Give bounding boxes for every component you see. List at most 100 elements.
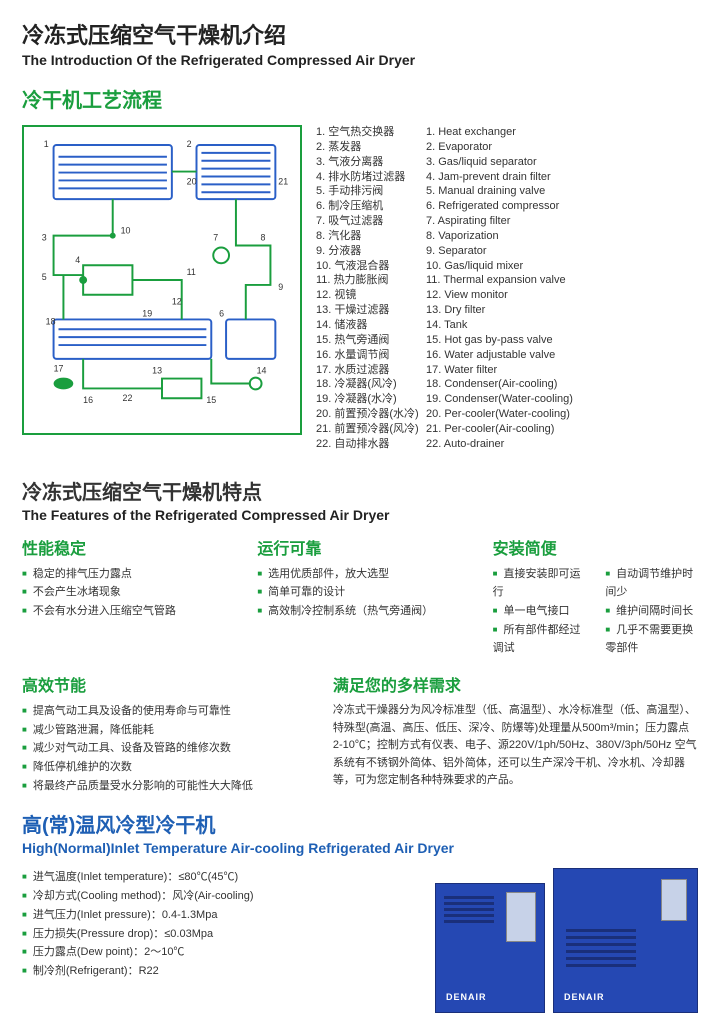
spec-item: 进气压力(Inlet pressure)：0.4-1.3Mpa xyxy=(22,906,425,925)
feature-col: 高效节能提高气动工具及设备的使用寿命与可靠性减少管路泄漏，降低能耗减少对气动工具… xyxy=(22,672,303,795)
parts-row: 14. 储液器14. Tank xyxy=(316,318,698,333)
parts-row: 15. 热气旁通阀15. Hot gas by-pass valve xyxy=(316,333,698,348)
part-en: 8. Vaporization xyxy=(426,229,698,244)
part-en: 19. Condenser(Water-cooling) xyxy=(426,392,698,407)
part-cn: 8. 汽化器 xyxy=(316,229,426,244)
part-cn: 5. 手动排污阀 xyxy=(316,184,426,199)
svg-text:12: 12 xyxy=(172,297,182,307)
part-cn: 6. 制冷压缩机 xyxy=(316,199,426,214)
part-cn: 1. 空气热交换器 xyxy=(316,125,426,140)
parts-row: 18. 冷凝器(风冷)18. Condenser(Air-cooling) xyxy=(316,377,698,392)
feature-title: 性能稳定 xyxy=(22,535,227,559)
part-cn: 22. 自动排水器 xyxy=(316,437,426,452)
parts-list: 1. 空气热交换器1. Heat exchanger2. 蒸发器2. Evapo… xyxy=(316,125,698,452)
part-cn: 13. 干燥过滤器 xyxy=(316,303,426,318)
part-en: 17. Water filter xyxy=(426,363,698,378)
feature-item: 直接安装即可运行 xyxy=(493,565,586,602)
feature-item: 降低停机维护的次数 xyxy=(22,758,303,777)
parts-row: 5. 手动排污阀5. Manual draining valve xyxy=(316,184,698,199)
part-en: 5. Manual draining valve xyxy=(426,184,698,199)
part-cn: 12. 视镜 xyxy=(316,288,426,303)
hitemp-specs: 进气温度(Inlet temperature)：≤80℃(45℃)冷却方式(Co… xyxy=(22,868,425,980)
feature-item: 简单可靠的设计 xyxy=(257,583,462,602)
svg-text:8: 8 xyxy=(261,233,266,243)
svg-text:18: 18 xyxy=(46,316,56,326)
part-cn: 2. 蒸发器 xyxy=(316,140,426,155)
feature-item: 提高气动工具及设备的使用寿命与可靠性 xyxy=(22,702,303,721)
parts-row: 4. 排水防堵过滤器4. Jam-prevent drain filter xyxy=(316,170,698,185)
svg-text:14: 14 xyxy=(257,366,267,376)
part-cn: 19. 冷凝器(水冷) xyxy=(316,392,426,407)
feature-item: 几乎不需要更换零部件 xyxy=(605,621,698,658)
svg-text:17: 17 xyxy=(54,364,64,374)
spec-item: 压力损失(Pressure drop)：≤0.03Mpa xyxy=(22,925,425,944)
feature-list: 稳定的排气压力露点不会产生冰堵现象不会有水分进入压缩空气管路 xyxy=(22,565,227,621)
feature-item: 自动调节维护时间少 xyxy=(605,565,698,602)
spec-item: 压力露点(Dew point)：2～10℃ xyxy=(22,943,425,962)
parts-row: 12. 视镜12. View monitor xyxy=(316,288,698,303)
machine-large: DENAIR xyxy=(553,868,698,1013)
parts-row: 1. 空气热交换器1. Heat exchanger xyxy=(316,125,698,140)
feature-title: 满足您的多样需求 xyxy=(333,672,698,696)
parts-row: 20. 前置预冷器(水冷)20. Per-cooler(Water-coolin… xyxy=(316,407,698,422)
parts-row: 7. 吸气过滤器7. Aspirating filter xyxy=(316,214,698,229)
svg-text:3: 3 xyxy=(42,233,47,243)
svg-text:13: 13 xyxy=(152,366,162,376)
feature-list: 自动调节维护时间少维护间隔时间长几乎不需要更换零部件 xyxy=(605,565,698,658)
parts-row: 10. 气液混合器10. Gas/liquid mixer xyxy=(316,259,698,274)
brand-label: DENAIR xyxy=(564,992,605,1002)
part-cn: 10. 气液混合器 xyxy=(316,259,426,274)
spec-item: 进气温度(Inlet temperature)：≤80℃(45℃) xyxy=(22,868,425,887)
feature-item: 稳定的排气压力露点 xyxy=(22,565,227,584)
part-cn: 16. 水量调节阀 xyxy=(316,348,426,363)
hitemp-heading-en: High(Normal)Inlet Temperature Air-coolin… xyxy=(22,840,698,856)
spec-item: 制冷剂(Refrigerant)：R22 xyxy=(22,962,425,981)
part-en: 3. Gas/liquid separator xyxy=(426,155,698,170)
part-cn: 18. 冷凝器(风冷) xyxy=(316,377,426,392)
feature-list: 直接安装即可运行单一电气接口所有部件都经过调试 xyxy=(493,565,586,658)
part-cn: 20. 前置预冷器(水冷) xyxy=(316,407,426,422)
part-en: 21. Per-cooler(Air-cooling) xyxy=(426,422,698,437)
hitemp-heading-cn: 高(常)温风冷型冷干机 xyxy=(22,809,698,838)
svg-text:7: 7 xyxy=(213,233,218,243)
feature-item: 单一电气接口 xyxy=(493,602,586,621)
svg-text:9: 9 xyxy=(278,282,283,292)
part-en: 2. Evaporator xyxy=(426,140,698,155)
parts-row: 9. 分液器9. Separator xyxy=(316,244,698,259)
part-cn: 7. 吸气过滤器 xyxy=(316,214,426,229)
svg-text:6: 6 xyxy=(219,308,224,318)
features-heading-cn: 冷冻式压缩空气干燥机特点 xyxy=(22,476,698,505)
svg-text:16: 16 xyxy=(83,395,93,405)
feature-item: 选用优质部件，放大选型 xyxy=(257,565,462,584)
process-row: 12 34 56 78 910 1112 1314 1516 1718 1920… xyxy=(22,125,698,452)
hitemp-row: 进气温度(Inlet temperature)：≤80℃(45℃)冷却方式(Co… xyxy=(22,868,698,1013)
part-en: 6. Refrigerated compressor xyxy=(426,199,698,214)
parts-row: 19. 冷凝器(水冷)19. Condenser(Water-cooling) xyxy=(316,392,698,407)
part-en: 10. Gas/liquid mixer xyxy=(426,259,698,274)
svg-text:11: 11 xyxy=(187,267,196,277)
parts-row: 11. 热力膨胀阀11. Thermal expansion valve xyxy=(316,273,698,288)
feature-col: 运行可靠选用优质部件，放大选型简单可靠的设计高效制冷控制系统（热气旁通阀） xyxy=(257,535,462,658)
feature-item: 减少对气动工具、设备及管路的维修次数 xyxy=(22,739,303,758)
parts-row: 13. 干燥过滤器13. Dry filter xyxy=(316,303,698,318)
part-en: 1. Heat exchanger xyxy=(426,125,698,140)
svg-text:15: 15 xyxy=(206,395,216,405)
part-cn: 3. 气液分离器 xyxy=(316,155,426,170)
svg-text:2: 2 xyxy=(187,139,192,149)
feature-item: 不会产生冰堵现象 xyxy=(22,583,227,602)
part-en: 4. Jam-prevent drain filter xyxy=(426,170,698,185)
parts-row: 3. 气液分离器3. Gas/liquid separator xyxy=(316,155,698,170)
brand-label: DENAIR xyxy=(446,992,487,1002)
part-en: 13. Dry filter xyxy=(426,303,698,318)
spec-item: 冷却方式(Cooling method)：风冷(Air-cooling) xyxy=(22,887,425,906)
feature-list: 选用优质部件，放大选型简单可靠的设计高效制冷控制系统（热气旁通阀） xyxy=(257,565,462,621)
part-en: 14. Tank xyxy=(426,318,698,333)
feature-item: 维护间隔时间长 xyxy=(605,602,698,621)
part-cn: 15. 热气旁通阀 xyxy=(316,333,426,348)
part-en: 15. Hot gas by-pass valve xyxy=(426,333,698,348)
part-en: 9. Separator xyxy=(426,244,698,259)
feature-title: 安装简便 xyxy=(493,535,698,559)
feature-item: 不会有水分进入压缩空气管路 xyxy=(22,602,227,621)
part-cn: 4. 排水防堵过滤器 xyxy=(316,170,426,185)
features-heading-en: The Features of the Refrigerated Compres… xyxy=(22,507,698,523)
